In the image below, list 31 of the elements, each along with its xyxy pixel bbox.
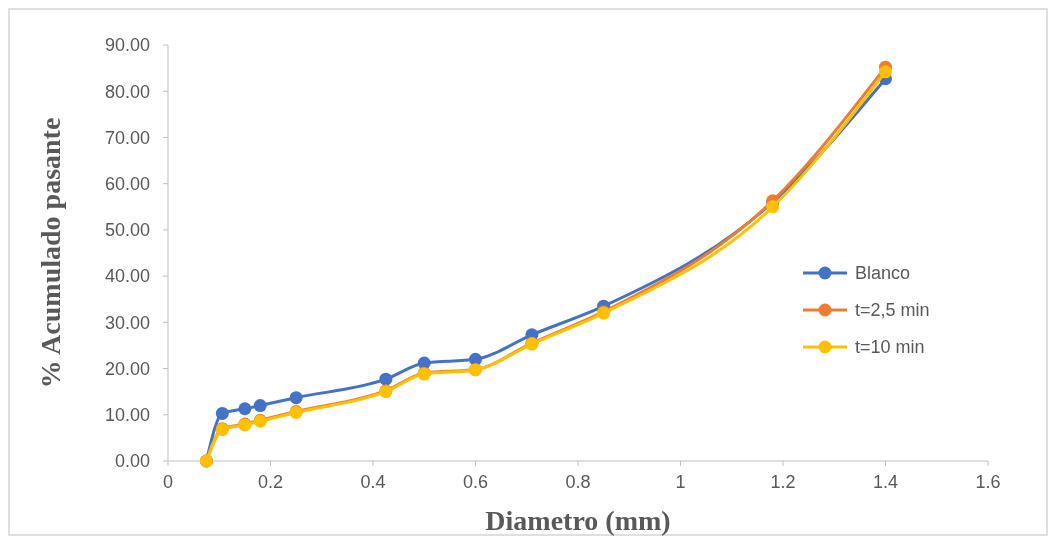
- x-tick-label: 0: [162, 472, 174, 492]
- y-tick-label: 10.00: [104, 405, 150, 426]
- y-tick-label: 80.00: [104, 81, 150, 102]
- y-tick-label: 50.00: [104, 220, 150, 241]
- point: [238, 402, 252, 416]
- y-tick-label: 70.00: [104, 127, 150, 148]
- point: [215, 406, 229, 420]
- legend-label: t=10 min: [855, 337, 925, 358]
- y-tick-label: 30.00: [104, 312, 150, 333]
- x-tick-label: 0.2: [257, 472, 284, 492]
- legend-label: Blanco: [855, 263, 911, 284]
- y-axis-title: % Acumulado pasante: [35, 117, 66, 389]
- x-axis-title: Diametro (mm): [485, 505, 671, 536]
- point: [879, 65, 892, 79]
- y-tick-label: 90.00: [104, 35, 150, 56]
- x-tick-label: 0.6: [462, 472, 489, 492]
- y-tick-label: 40.00: [104, 266, 150, 287]
- x-tick-label: 1: [675, 472, 686, 492]
- x-tick-label: 1.6: [975, 472, 1001, 492]
- x-tick-label: 1.4: [872, 472, 899, 492]
- y-tick-label: 20.00: [104, 358, 150, 379]
- x-tick-label: 0.8: [565, 472, 591, 492]
- x-tick-label: 0.4: [360, 472, 386, 492]
- legend-label: t=2,5 min: [855, 300, 930, 321]
- point: [289, 391, 303, 405]
- point: [766, 200, 780, 214]
- y-tick-label: 60.00: [104, 173, 150, 194]
- point: [253, 399, 267, 413]
- point: [379, 372, 393, 386]
- y-tick-label: 0.00: [114, 451, 150, 472]
- x-tick-label: 1.2: [770, 472, 796, 492]
